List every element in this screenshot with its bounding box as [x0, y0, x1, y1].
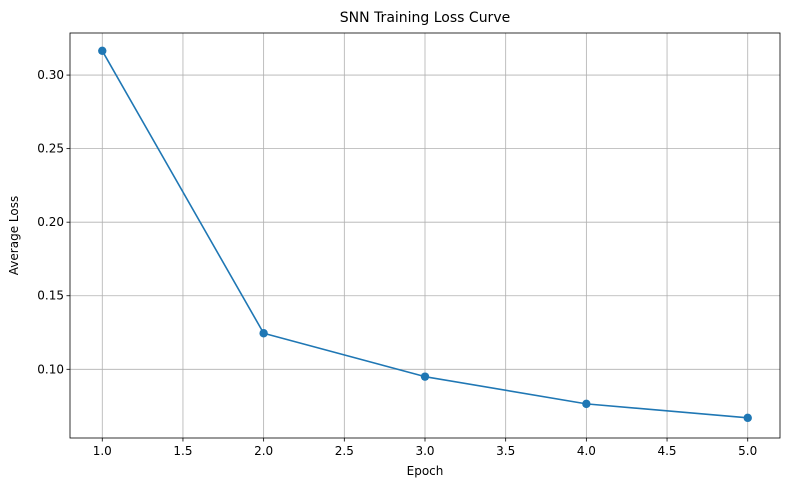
x-tick-label: 3.0 [415, 444, 434, 458]
x-tick-label: 3.5 [496, 444, 515, 458]
y-tick-label: 0.25 [37, 142, 64, 156]
x-tick-label: 4.5 [657, 444, 676, 458]
x-tick-label: 5.0 [738, 444, 757, 458]
y-tick-label: 0.15 [37, 289, 64, 303]
y-tick-label: 0.30 [37, 68, 64, 82]
data-point [582, 399, 591, 409]
data-point [259, 329, 268, 338]
data-point [743, 413, 752, 423]
series-markers [98, 46, 752, 423]
x-tick-label: 4.0 [577, 444, 596, 458]
x-tick-label: 2.5 [335, 444, 354, 458]
data-point [98, 46, 107, 56]
y-axis-label: Average Loss [7, 196, 21, 275]
y-tick-label: 0.20 [37, 215, 64, 229]
x-tick-label: 1.5 [173, 444, 192, 458]
x-tick-label: 1.0 [93, 444, 112, 458]
grid [70, 33, 780, 438]
x-axis-label: Epoch [407, 464, 444, 478]
y-tick-label: 0.10 [37, 362, 64, 376]
data-point [420, 372, 430, 381]
ticks: 1.0 1.5 2.0 2.5 3.0 3.5 4.0 4.5 5.0 0.10 0.15 0.20 0… [37, 68, 757, 458]
chart-title: SNN Training Loss Curve [340, 10, 510, 26]
x-tick-label: 2.0 [254, 444, 273, 458]
